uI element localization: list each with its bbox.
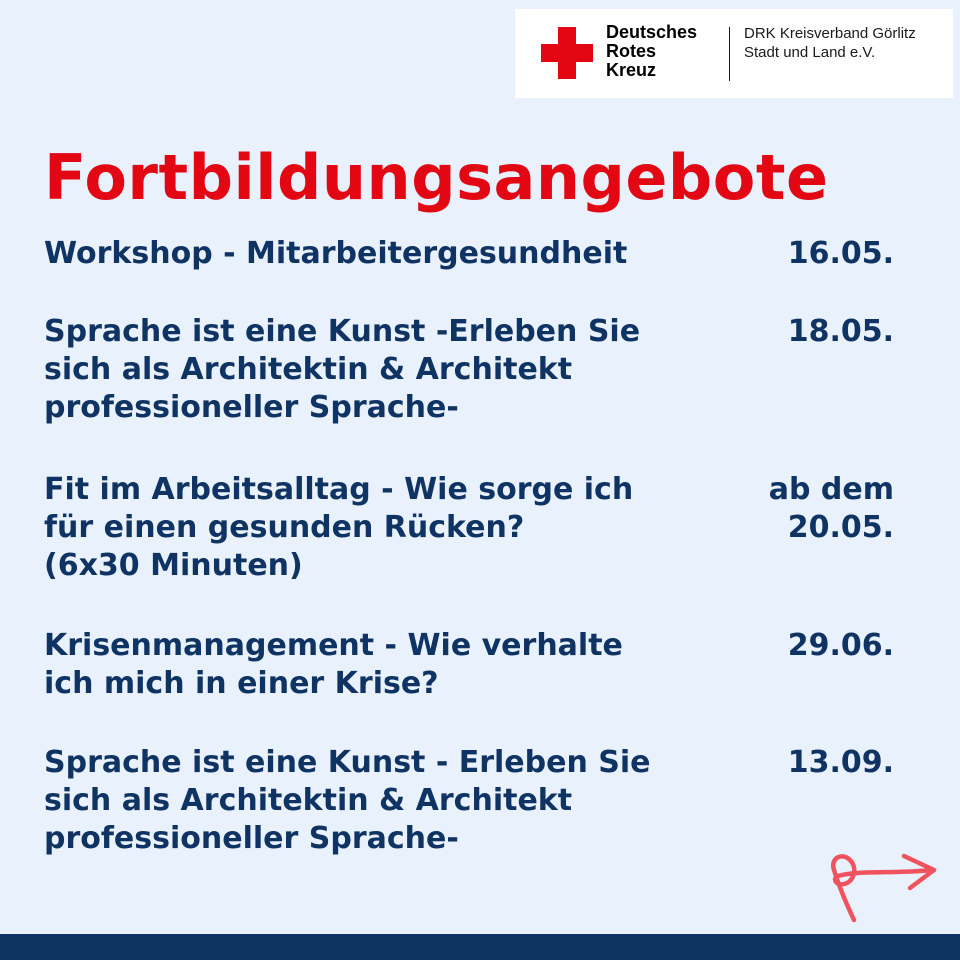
course-date-line: 18.05. — [787, 314, 894, 349]
logo-name-line: Kreuz — [606, 60, 657, 80]
footer-bar — [0, 934, 960, 960]
course-title-line: Fit im Arbeitsalltag - Wie sorge ich — [44, 472, 634, 507]
course-date: 18.05. — [788, 313, 894, 351]
course-title-line: Workshop - Mitarbeitergesundheit — [44, 236, 628, 271]
logo-org-line: Stadt und Land e.V. — [744, 44, 876, 61]
red-cross-icon — [541, 27, 593, 79]
course-title-line: professioneller Sprache- — [44, 821, 459, 856]
course-title-line: professioneller Sprache- — [44, 390, 459, 425]
logo-name: Deutsches Rotes Kreuz — [606, 23, 697, 80]
course-title-line: (6x30 Minuten) — [44, 548, 303, 583]
course-title-line: sich als Architektin & Architekt — [44, 352, 573, 387]
course-date: 29.06. — [788, 627, 894, 665]
course-date-line: 16.05. — [787, 236, 894, 271]
course-title: Krisenmanagement - Wie verhalte ich mich… — [44, 627, 734, 703]
course-date-line: ab dem — [768, 472, 894, 507]
course-date-line: 29.06. — [787, 628, 894, 663]
course-title-line: für einen gesunden Rücken? — [44, 510, 525, 545]
course-title-line: ich mich in einer Krise? — [44, 666, 439, 701]
course-title: Fit im Arbeitsalltag - Wie sorge ich für… — [44, 471, 734, 585]
course-title: Sprache ist eine Kunst - Erleben Sie sic… — [44, 744, 734, 858]
logo-name-line: Rotes — [606, 41, 657, 61]
course-title-line: Krisenmanagement - Wie verhalte — [44, 628, 623, 663]
course-date: ab dem 20.05. — [769, 471, 894, 547]
logo-org-line: DRK Kreisverband Görlitz — [744, 25, 916, 42]
course-date: 13.09. — [788, 744, 894, 782]
course-title-line: Sprache ist eine Kunst -Erleben Sie — [44, 314, 641, 349]
drk-logo: Deutsches Rotes Kreuz DRK Kreisverband G… — [515, 9, 953, 98]
course-date-line: 13.09. — [787, 745, 894, 780]
logo-organization: DRK Kreisverband Görlitz Stadt und Land … — [744, 24, 916, 62]
course-date-line: 20.05. — [787, 510, 894, 545]
logo-divider — [729, 27, 730, 81]
next-arrow-icon[interactable] — [824, 848, 940, 928]
course-title: Workshop - Mitarbeitergesundheit — [44, 235, 734, 273]
course-title: Sprache ist eine Kunst -Erleben Sie sich… — [44, 313, 734, 427]
course-date: 16.05. — [788, 235, 894, 273]
logo-name-line: Deutsches — [606, 22, 698, 42]
course-title-line: sich als Architektin & Architekt — [44, 783, 573, 818]
course-title-line: Sprache ist eine Kunst - Erleben Sie — [44, 745, 651, 780]
page-title: Fortbildungsangebote — [44, 141, 829, 214]
